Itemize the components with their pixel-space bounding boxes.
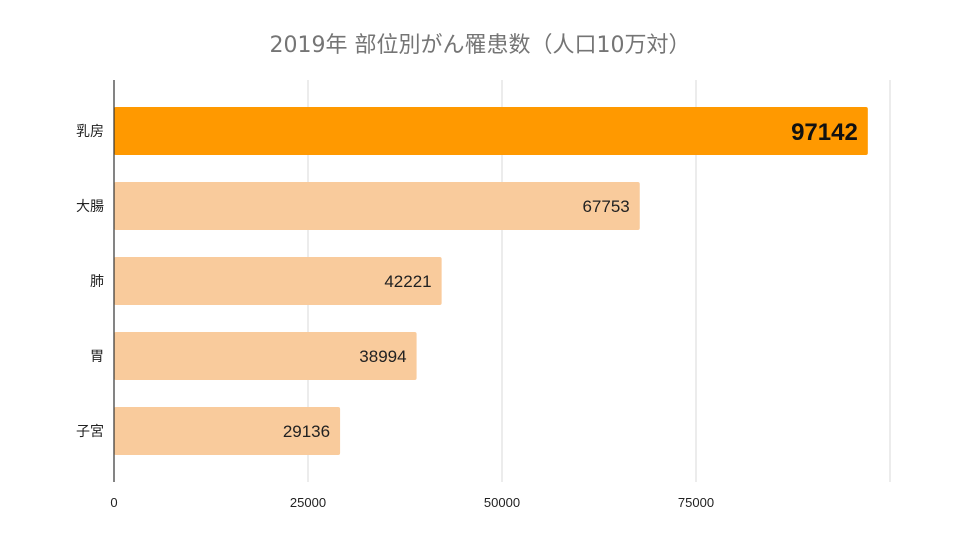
x-axis-ticks: 0 25000 50000 75000 (110, 495, 714, 510)
tick-label: 50000 (484, 495, 520, 510)
category-label: 乳房 (76, 124, 104, 140)
data-label: 67753 (582, 197, 629, 216)
category-label: 大腸 (76, 199, 104, 215)
bar (114, 407, 341, 455)
bar (114, 257, 442, 305)
data-label: 38994 (359, 347, 406, 366)
category-label: 肺 (90, 274, 104, 290)
tick-label: 75000 (678, 495, 714, 510)
bars: 97142 67753 42221 38994 29136 (114, 107, 868, 455)
bar (114, 332, 417, 380)
data-label: 42221 (384, 272, 431, 291)
tick-label: 0 (110, 495, 117, 510)
data-label: 97142 (791, 119, 858, 146)
chart-title: 2019年 部位別がん罹患数（人口10万対） (270, 33, 691, 58)
category-label: 子宮 (76, 424, 104, 440)
category-label: 胃 (90, 349, 104, 365)
bar (114, 182, 640, 230)
tick-label: 25000 (290, 495, 326, 510)
bar (114, 107, 868, 155)
data-label: 29136 (283, 422, 330, 441)
